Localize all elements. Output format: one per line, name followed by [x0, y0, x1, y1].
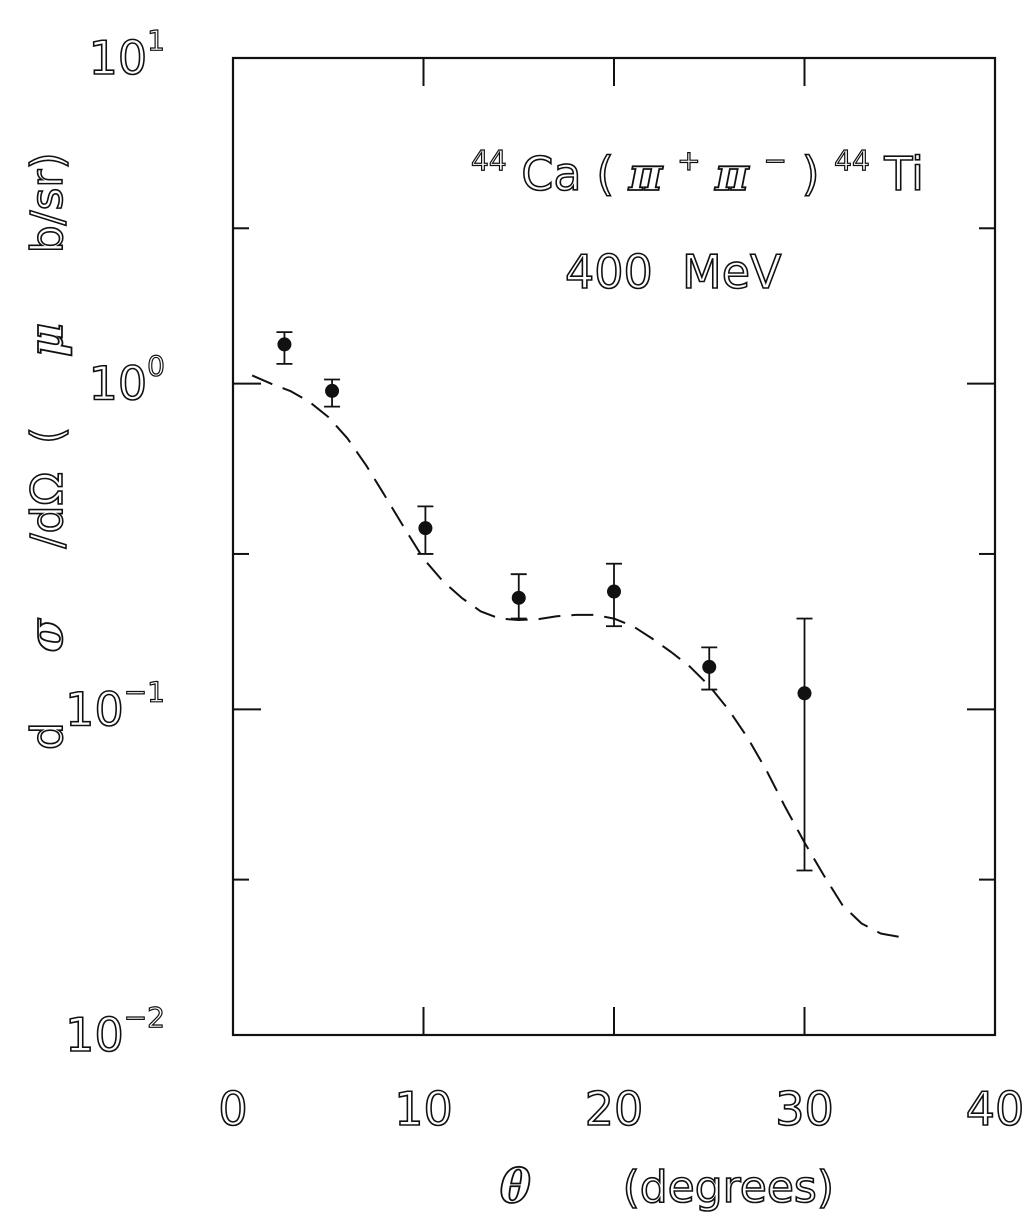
- data-point: [418, 521, 433, 536]
- x-axis-symbol: θ: [500, 1159, 531, 1213]
- y-tick-base: 10: [89, 31, 148, 85]
- reaction-mass-a: 44: [471, 144, 507, 177]
- y-axis-text-b: /dΩ (: [22, 427, 73, 549]
- reaction-annotation: 44 Ca ( π + π − ) 44 Ti: [471, 127, 924, 201]
- y-tick-exponent: −2: [124, 1001, 165, 1034]
- y-tick-marks: [233, 57, 995, 1036]
- plot-frame: [231, 56, 997, 1037]
- y-tick-label: 10−2: [65, 1001, 165, 1062]
- reaction-plus: +: [677, 144, 700, 177]
- x-tick-marks: [232, 58, 996, 1035]
- reaction-pi-minus: π: [714, 147, 750, 201]
- x-axis-text: (degrees): [623, 1162, 834, 1213]
- data-point: [797, 686, 812, 701]
- y-axis-sigma: σ: [19, 618, 73, 652]
- y-tick-label: 101: [89, 24, 165, 85]
- reaction-paren-close: ): [802, 147, 820, 201]
- error-bars-layer: [276, 331, 813, 872]
- reaction-nucleus-a: Ca: [521, 147, 581, 201]
- data-point: [607, 584, 621, 599]
- x-tick-label: 0: [218, 1082, 247, 1136]
- reaction-mass-b: 44: [834, 144, 870, 177]
- y-axis-text-a: d: [22, 722, 73, 750]
- y-axis-label: d σ /dΩ ( μ b/sr): [19, 110, 73, 820]
- y-tick-label: 10−1: [65, 675, 165, 736]
- reaction-paren-open: (: [596, 147, 614, 201]
- y-tick-exponent: 1: [147, 24, 165, 57]
- data-point: [702, 659, 717, 674]
- theory-curve-line: [251, 374, 900, 938]
- x-tick-label: 20: [585, 1082, 644, 1136]
- data-points-layer: [277, 337, 812, 701]
- reaction-nucleus-b: Ti: [883, 147, 923, 201]
- y-tick-exponent: 0: [147, 350, 165, 383]
- y-tick-label: 100: [89, 350, 165, 411]
- theory-curve-layer: [251, 374, 900, 938]
- y-axis-text-c: b/sr): [22, 152, 73, 253]
- y-tick-base: 10: [89, 357, 148, 411]
- reaction-minus: −: [763, 144, 786, 177]
- y-tick-exponent: −1: [124, 675, 165, 708]
- y-axis-mu: μ: [19, 323, 73, 357]
- y-tick-base: 10: [65, 682, 124, 736]
- reaction-pi-plus: π: [628, 147, 664, 201]
- x-tick-label: 30: [775, 1082, 834, 1136]
- data-point: [277, 337, 292, 352]
- y-tick-base: 10: [65, 1008, 124, 1062]
- x-axis-label: θ (degrees): [430, 1159, 876, 1213]
- data-point: [325, 383, 340, 398]
- x-tick-labels: 0 10 20 30 40: [218, 1081, 1026, 1137]
- beam-energy-label: 400 MeV: [565, 245, 782, 299]
- x-tick-label: 10: [394, 1082, 453, 1136]
- x-tick-label: 40: [966, 1082, 1025, 1136]
- data-point: [511, 590, 526, 605]
